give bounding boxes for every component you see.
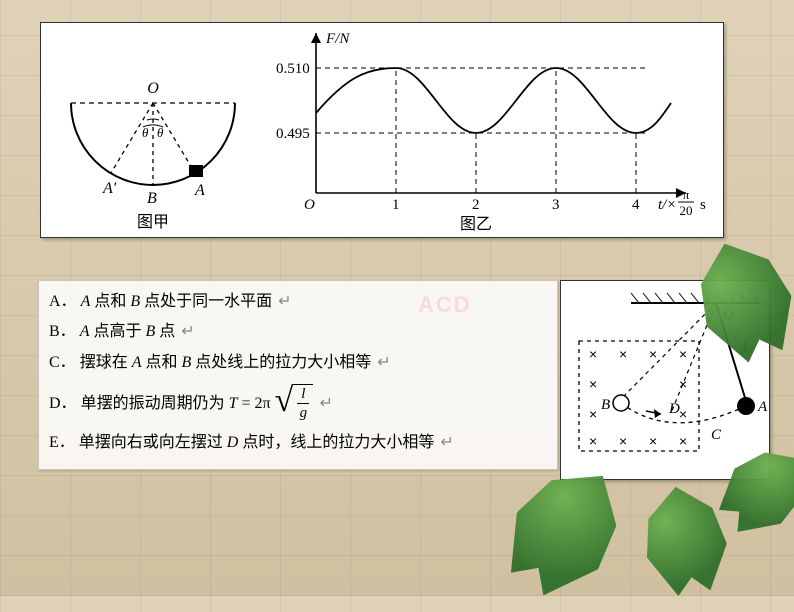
label-theta2: θ	[157, 125, 164, 140]
figure-left-svg: O θ θ A′ B A 图甲	[41, 23, 266, 233]
option-E: E． 单摆向右或向左摆过 D 点时，线上的拉力大小相等↵	[49, 428, 547, 458]
svg-text:×: ×	[679, 406, 687, 422]
x-axis-label: t/×	[658, 197, 676, 213]
svg-text:×: ×	[679, 433, 687, 449]
figure-right-svg: F/N 0.510 0.495 O 1 2 3 4 t/× π 20 s 图乙	[266, 23, 721, 233]
origin-label: O	[304, 197, 315, 213]
d2-B: B	[601, 397, 610, 413]
options-panel: A． A 点和 B 点处于同一水平面↵ B． A 点高于 B 点↵ C． 摆球在…	[38, 280, 558, 470]
opt-E-prefix: E．	[49, 428, 75, 458]
caption-left: 图甲	[137, 214, 169, 231]
opt-A-prefix: A．	[49, 287, 77, 317]
y-axis-label: F/N	[325, 31, 350, 47]
opt-B-prefix: B．	[49, 317, 76, 347]
xtick-2: 2	[472, 197, 480, 213]
svg-text:×: ×	[589, 406, 597, 422]
label-A: A	[194, 182, 205, 199]
svg-text:t/×: t/×	[658, 197, 676, 213]
opt-C-prefix: C．	[49, 348, 76, 378]
svg-text:×: ×	[619, 346, 627, 362]
xtick-1: 1	[392, 197, 400, 213]
x-unit-s: s	[700, 197, 706, 213]
svg-text:×: ×	[679, 376, 687, 392]
option-D: D． 单摆的振动周期仍为 T = 2π √ l g ↵	[49, 378, 547, 428]
label-theta1: θ	[142, 125, 149, 140]
svg-text:×: ×	[589, 433, 597, 449]
xtick-3: 3	[552, 197, 560, 213]
option-B: B． A 点高于 B 点↵	[49, 317, 547, 347]
leaf-icon	[636, 480, 735, 600]
d2-C: C	[711, 427, 722, 443]
caption-right: 图乙	[460, 216, 492, 233]
opt-D-prefix: D．	[49, 394, 77, 413]
svg-text:×: ×	[589, 346, 597, 362]
figure-panel-top: O θ θ A′ B A 图甲 F/N 0.510	[40, 22, 724, 238]
xtick-4: 4	[632, 197, 640, 213]
svg-text:×: ×	[619, 433, 627, 449]
ytick-495: 0.495	[276, 126, 310, 142]
label-O: O	[147, 80, 159, 97]
option-A: A． A 点和 B 点处于同一水平面↵	[49, 287, 547, 317]
svg-text:×: ×	[649, 346, 657, 362]
x-unit-num: π	[683, 187, 690, 202]
ytick-510: 0.510	[276, 61, 310, 77]
x-unit-den: 20	[680, 203, 693, 218]
label-Aprime: A′	[102, 180, 117, 197]
option-C: C． 摆球在 A 点和 B 点处线上的拉力大小相等↵	[49, 348, 547, 378]
svg-text:×: ×	[649, 433, 657, 449]
option-D-formula: T = 2π √ l g	[229, 384, 314, 422]
svg-text:×: ×	[589, 376, 597, 392]
svg-text:×: ×	[679, 346, 687, 362]
d2-A: A	[757, 399, 768, 415]
label-B: B	[147, 190, 157, 207]
